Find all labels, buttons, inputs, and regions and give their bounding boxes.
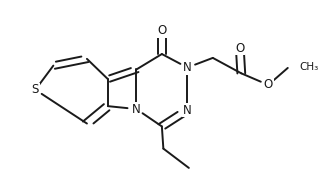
Text: N: N [132, 102, 141, 116]
Text: CH₃: CH₃ [300, 62, 319, 72]
Text: O: O [235, 42, 244, 55]
Text: S: S [32, 83, 39, 96]
Text: O: O [157, 24, 167, 37]
Text: N: N [183, 103, 192, 117]
Text: N: N [183, 61, 192, 74]
Text: O: O [263, 78, 273, 91]
